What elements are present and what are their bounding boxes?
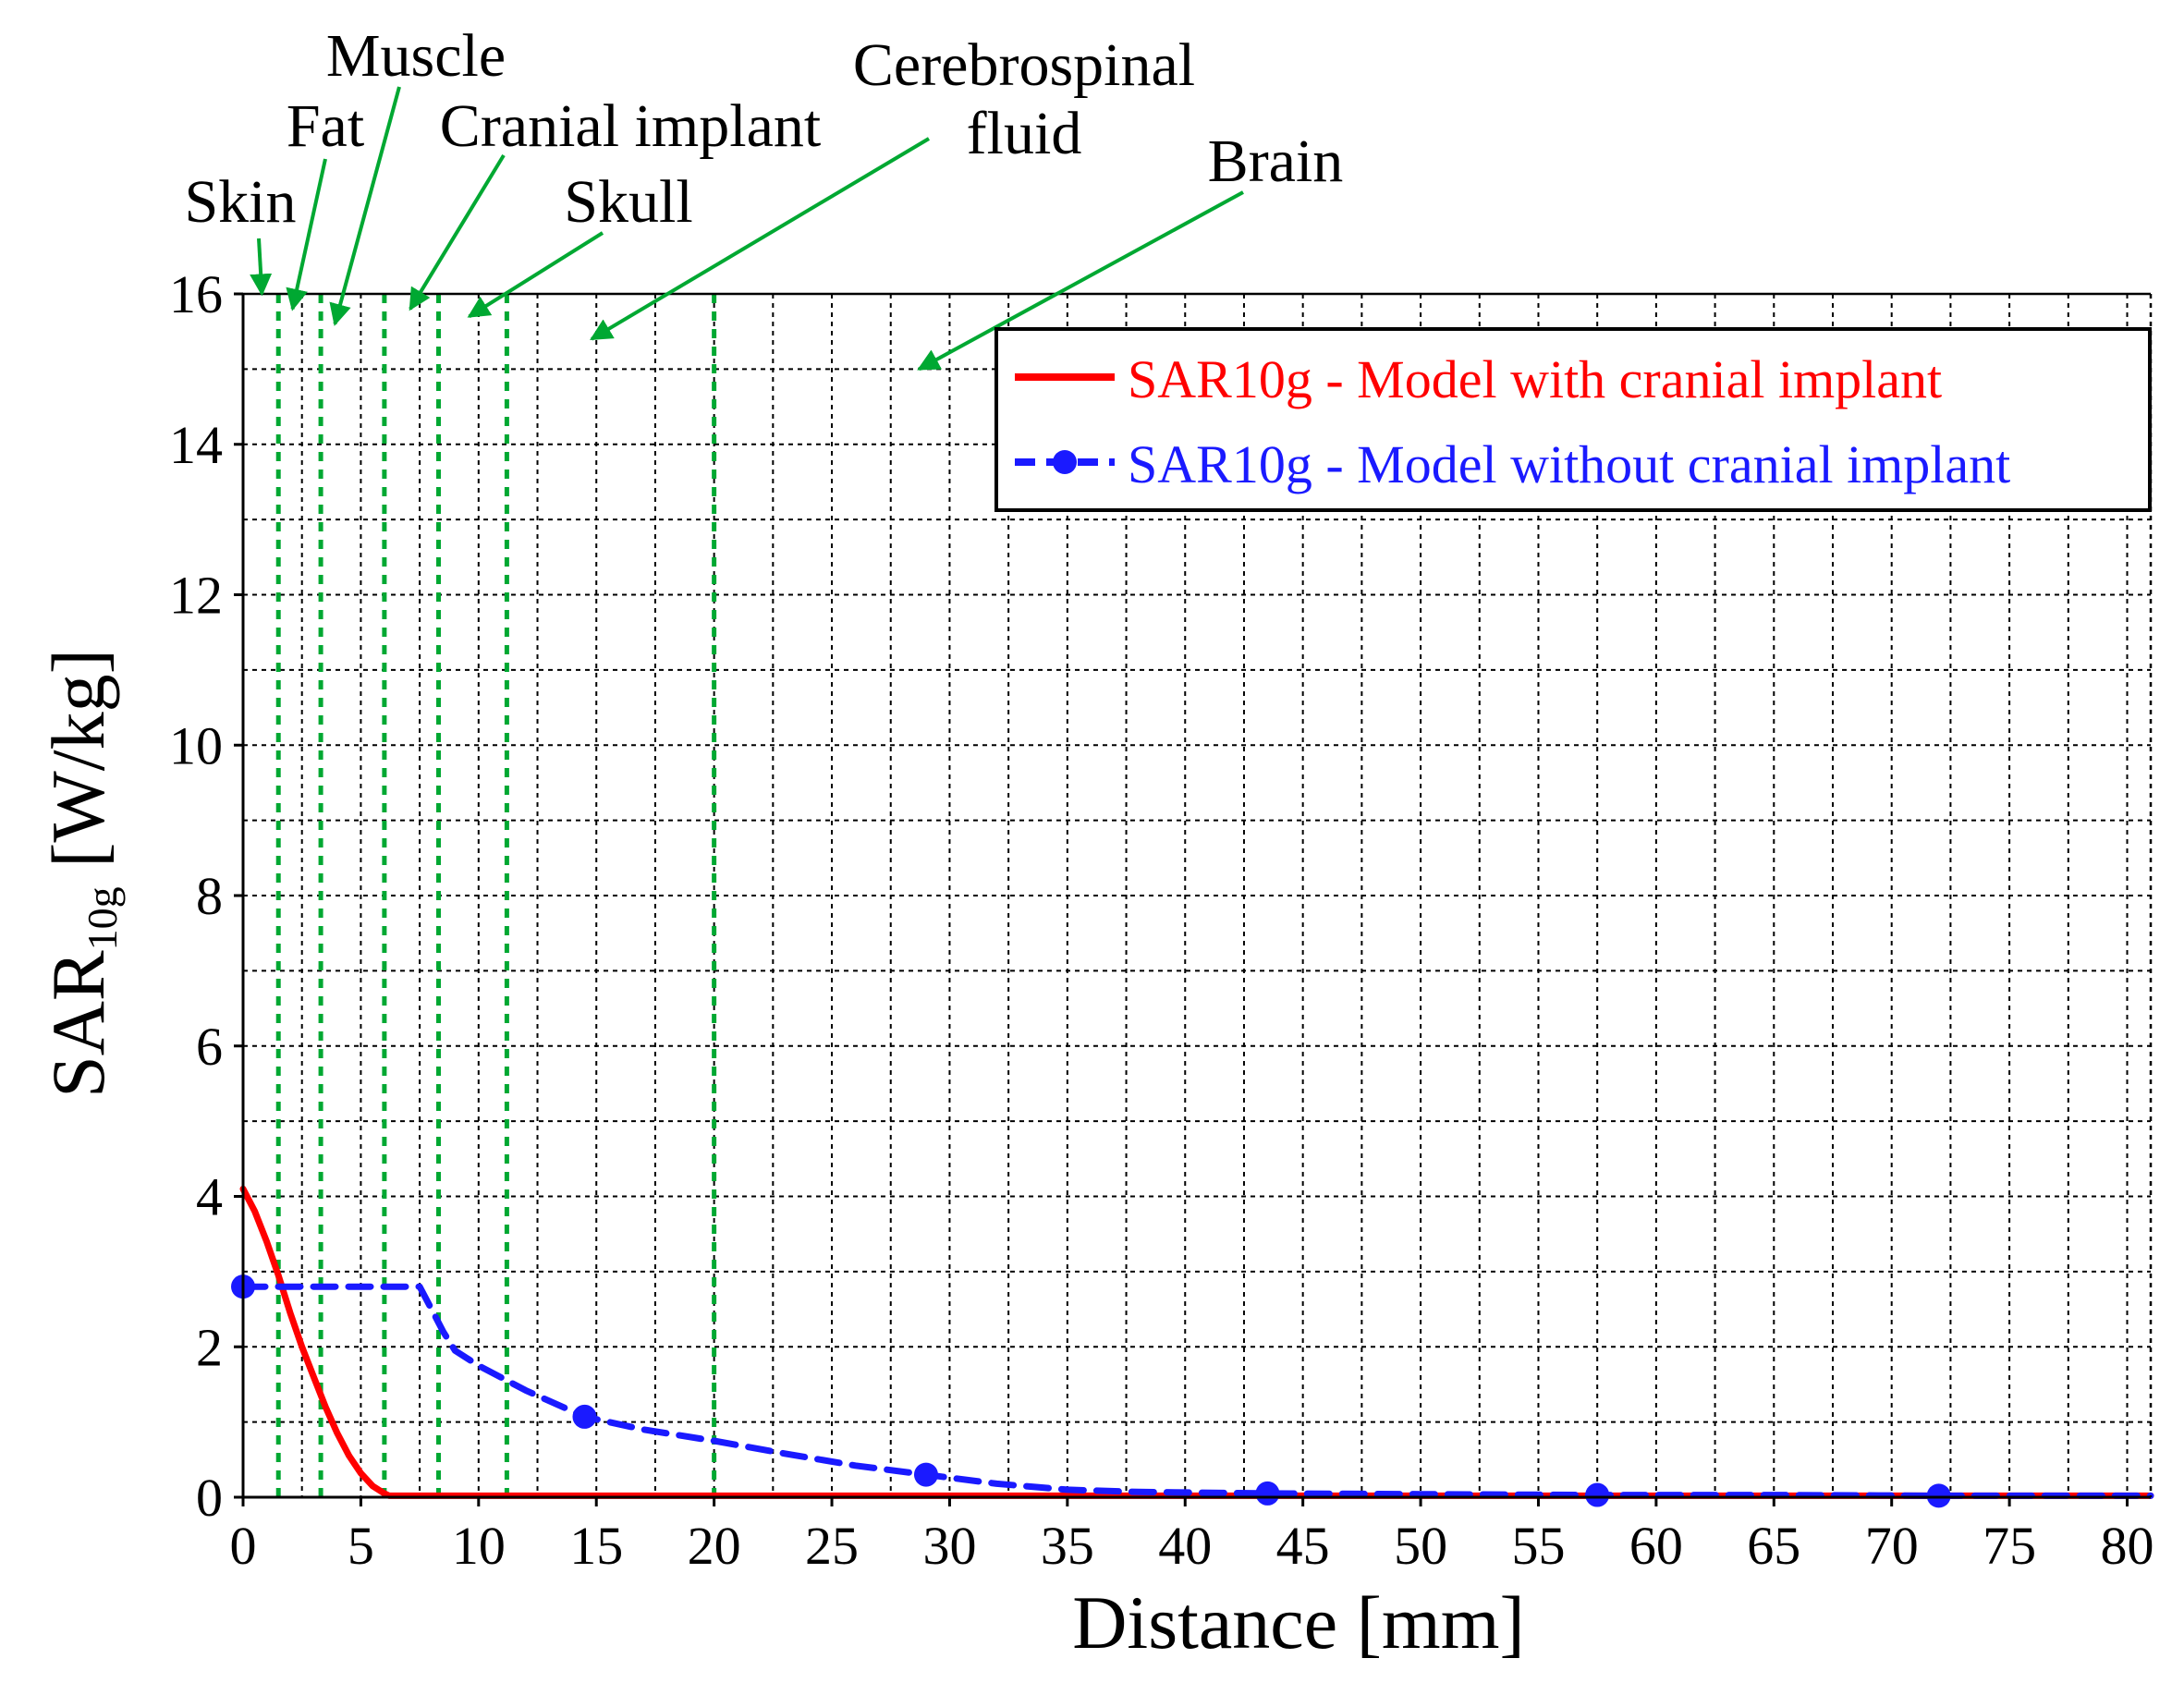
annotation-label: Brain — [1208, 128, 1344, 195]
x-tick-label: 80 — [2101, 1516, 2154, 1576]
annotation-arrow — [917, 190, 1244, 372]
annotation-arrow — [590, 137, 931, 341]
annotation-label-line: Cranial implant — [440, 92, 821, 160]
x-tick-label: 60 — [1629, 1516, 1683, 1576]
x-tick-label: 65 — [1747, 1516, 1800, 1576]
y-tick-label: 16 — [169, 264, 223, 324]
series-marker-without-implant — [913, 1462, 938, 1487]
x-tick-label: 35 — [1041, 1516, 1094, 1576]
legend-label: SAR10g - Model with cranial implant — [1128, 349, 1942, 409]
y-tick-label: 6 — [196, 1017, 223, 1077]
x-tick-label: 30 — [922, 1516, 976, 1576]
x-axis-title: Distance [mm] — [1072, 1580, 1525, 1665]
annotation-label: Cranial implant — [440, 92, 821, 160]
legend: SAR10g - Model with cranial implant SAR10… — [994, 327, 2152, 512]
annotation-label: Skull — [564, 168, 692, 236]
x-tick-label: 45 — [1276, 1516, 1330, 1576]
axis-layer: 0 5 10 15 20 25 30 35 40 45 50 55 60 65 70 75 80 0 2 4 6 8 10 1… — [169, 264, 2154, 1576]
annotation-label: Fat — [287, 92, 364, 160]
annotation-label-line: Cerebrospinal — [853, 31, 1195, 99]
annotation-label-line: Brain — [1208, 128, 1344, 195]
y-axis-title-subscript: 10g — [79, 886, 126, 950]
x-tick-label: 50 — [1394, 1516, 1447, 1576]
annotation-label-line: Skull — [564, 168, 692, 236]
legend-label: SAR10g - Model without cranial implant — [1128, 434, 2010, 494]
series-layer — [231, 1185, 2154, 1508]
x-tick-label: 40 — [1158, 1516, 1212, 1576]
y-tick-label: 12 — [169, 566, 223, 626]
series-marker-without-implant — [1926, 1483, 1951, 1508]
y-tick-label: 0 — [196, 1468, 223, 1528]
series-marker-without-implant — [1585, 1482, 1610, 1507]
annotation-label-line: Skin — [184, 168, 296, 236]
x-tick-label: 10 — [452, 1516, 506, 1576]
x-tick-label: 0 — [230, 1516, 257, 1576]
annotation-label: Cerebrospinal fluid — [853, 31, 1195, 167]
annotation-arrow — [250, 238, 273, 297]
series-line-without-implant — [239, 1283, 2154, 1499]
annotation-arrow — [467, 231, 604, 319]
legend-box — [994, 327, 2152, 512]
series-marker-without-implant — [572, 1404, 597, 1429]
x-tick-label: 55 — [1511, 1516, 1565, 1576]
y-axis-title-unit: [W/kg] — [36, 649, 120, 886]
series-line-with-implant — [239, 1185, 2154, 1499]
y-axis-title-main: SAR — [36, 950, 120, 1098]
y-tick-label: 4 — [196, 1167, 223, 1227]
x-tick-label: 5 — [348, 1516, 374, 1576]
x-tick-label: 15 — [569, 1516, 623, 1576]
y-tick-label: 14 — [169, 415, 223, 475]
annotation-arrow — [286, 158, 327, 311]
y-tick-label: 2 — [196, 1317, 223, 1377]
x-tick-label: 75 — [1983, 1516, 2036, 1576]
x-tick-label: 20 — [688, 1516, 741, 1576]
series-marker-without-implant — [1255, 1481, 1280, 1506]
y-tick-label: 10 — [169, 715, 223, 775]
annotation-arrow — [329, 86, 401, 326]
tissue-boundary-layer — [275, 294, 717, 1497]
annotation-label: Skin — [184, 168, 296, 236]
x-tick-label: 70 — [1865, 1516, 1919, 1576]
annotation-label-line: fluid — [967, 100, 1082, 167]
annotation-arrow — [409, 153, 506, 311]
annotation-label-line: Fat — [287, 92, 364, 160]
legend-swatch-marker — [1053, 450, 1077, 474]
y-axis-title: SAR10g [W/kg] — [36, 649, 126, 1098]
y-tick-label: 8 — [196, 866, 223, 926]
annotation-label-line: Muscle — [326, 22, 506, 90]
x-tick-label: 25 — [805, 1516, 859, 1576]
annotation-label: Muscle — [326, 22, 506, 90]
